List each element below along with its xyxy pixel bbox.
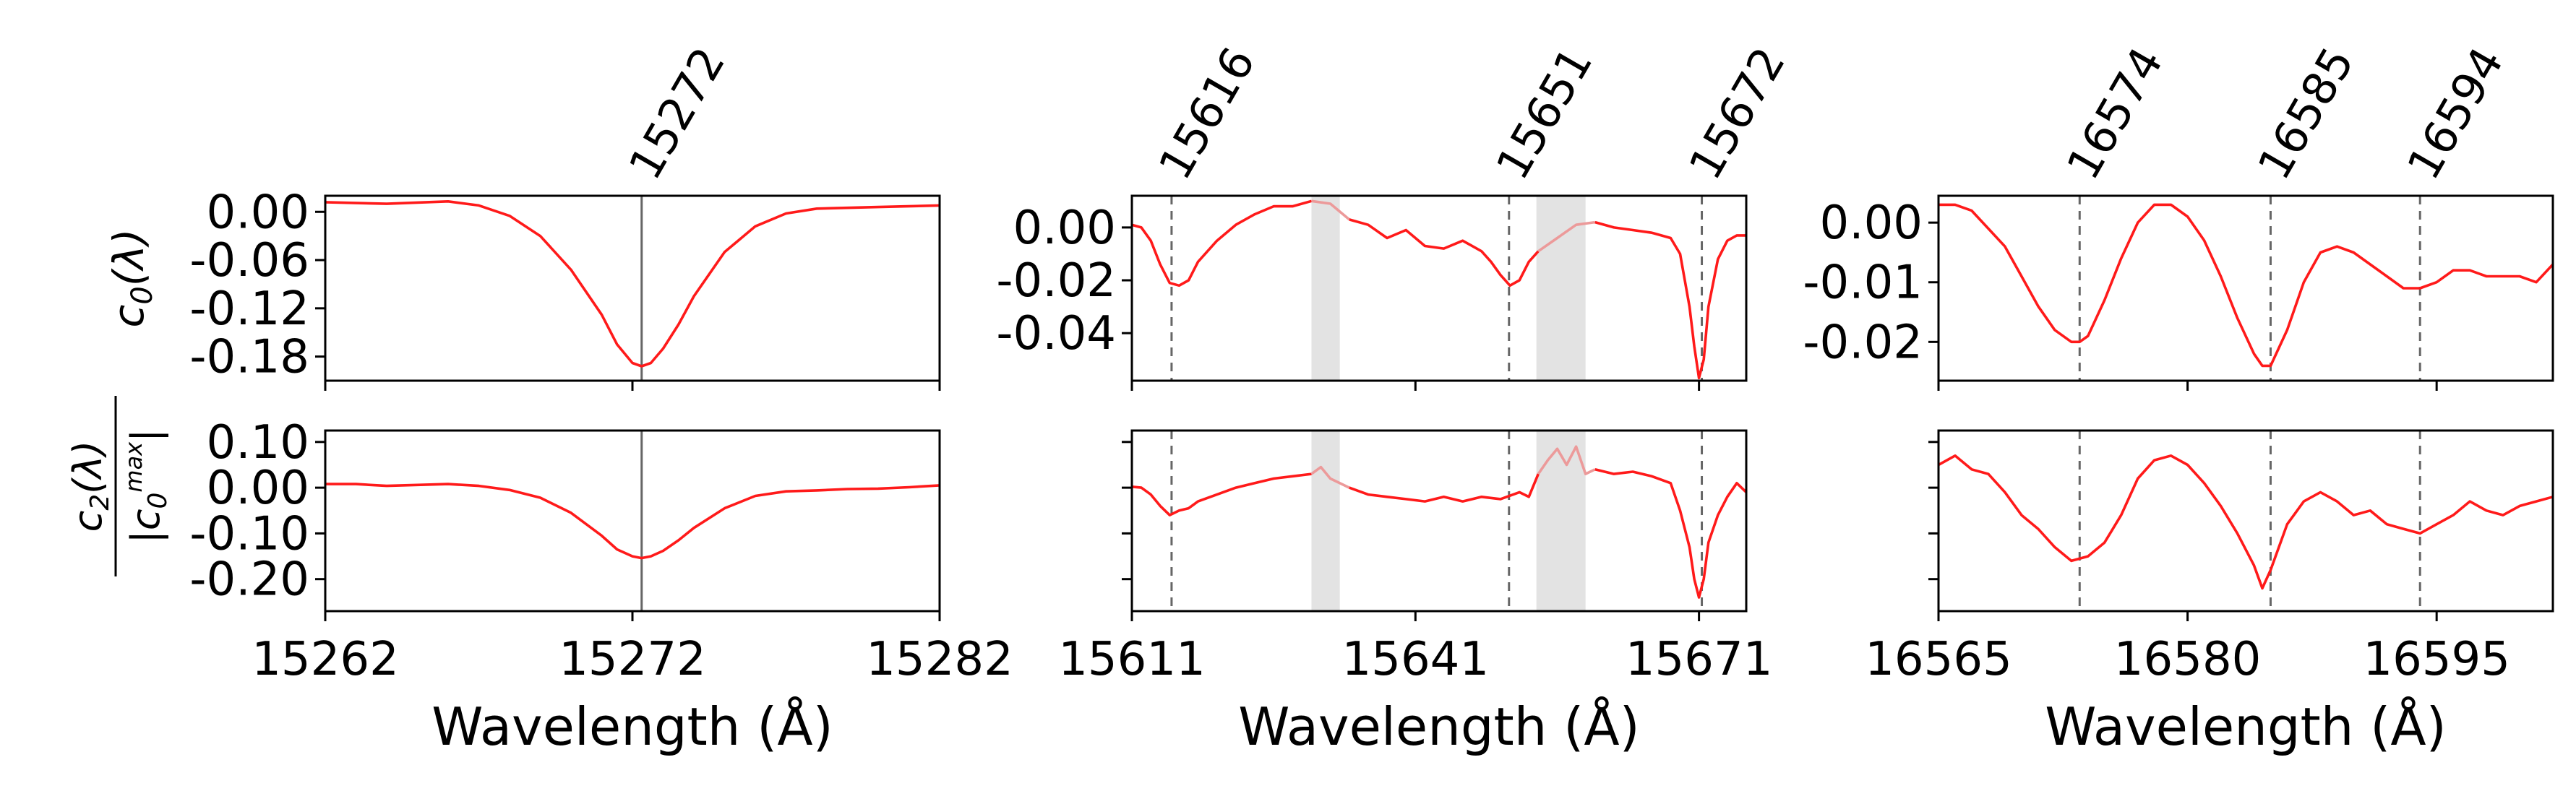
line-label: 16585: [2247, 38, 2364, 188]
axes-frame: [324, 429, 941, 613]
x-tick-label: 15272: [559, 633, 706, 686]
x-tick-label: 16595: [2363, 633, 2510, 686]
panel-c0-16565-16602: 16574 16585 16594 0.00 -0.01 -0.02: [1803, 38, 2554, 391]
x-tick-label: 15282: [866, 633, 1013, 686]
line-label: 16574: [2056, 38, 2173, 188]
y-tick-label: 0.00: [1013, 202, 1117, 255]
series-line-c2: [1132, 472, 1312, 516]
x-tick-label: 16565: [1865, 633, 2012, 686]
masked-region: [1536, 196, 1586, 381]
y-tick-label: -0.02: [996, 254, 1116, 308]
series-line-c0: [1311, 199, 1350, 221]
y-tick-label: -0.18: [189, 331, 309, 384]
y-tick-label: -0.10: [189, 507, 309, 561]
series-line-c2: [325, 483, 940, 560]
masked-region: [1311, 431, 1340, 611]
series-line-c2: [1310, 465, 1350, 489]
series-line-c0: [1939, 203, 2553, 368]
x-tick-label: 16580: [2114, 633, 2262, 686]
panel-c0-15611-15676: 15616 15651 15672 0.00-0.02-0.04: [996, 38, 1795, 391]
x-axis-label: Wavelength (Å): [1238, 696, 1639, 757]
y-tick-label: -0.06: [189, 234, 309, 288]
masked-region: [1311, 196, 1340, 381]
series-line-c0: [1349, 218, 1540, 288]
series-line-c0: [325, 199, 940, 368]
panel-c2-16565-16602: 16565 16580 16595 Wavelength (Å): [1865, 429, 2554, 757]
x-tick-label: 15641: [1342, 633, 1490, 686]
series-line-c0: [1594, 220, 1746, 380]
series-line-c0: [1132, 199, 1312, 288]
x-axis-label: Wavelength (Å): [432, 696, 833, 757]
bottom-ylabel: c2(λ) |c0max|: [65, 396, 173, 576]
x-axis-label: Wavelength (Å): [2045, 696, 2446, 757]
y-tick-label: -0.20: [189, 553, 309, 607]
svg-text:|c0max|: |c0max|: [120, 429, 173, 544]
y-tick-label: 0.00: [207, 462, 310, 515]
line-label: 15672: [1678, 38, 1795, 188]
svg-text:c2(λ): c2(λ): [65, 441, 115, 532]
y-tick-label: -0.01: [1803, 256, 1923, 310]
axes-frame: [1130, 194, 1748, 382]
panel-c2-15272: 15262 15272 15282 0.100.00-0.10-0.20 Wavelen…: [189, 416, 1013, 757]
x-tick-label: 15611: [1058, 633, 1206, 686]
series-line-c2: [1939, 454, 2553, 590]
y-tick-label: 0.00: [1820, 196, 1923, 250]
line-label: 15651: [1486, 38, 1603, 188]
y-tick-label: -0.02: [1803, 316, 1923, 369]
masked-region: [1536, 431, 1586, 611]
panel-c2-15611-15676: 15611 15641 15671 Wavelength (Å): [1058, 429, 1773, 757]
y-tick-label: 0.10: [207, 416, 310, 470]
series-line-c2: [1594, 468, 1746, 599]
y-tick-label: 0.00: [207, 186, 310, 239]
axes-frame: [1130, 429, 1748, 613]
axes-frame: [1937, 429, 2554, 613]
panel-c0-15272: 15272 0.00-0.06-0.12-0.18: [189, 38, 941, 391]
x-tick-label: 15671: [1626, 633, 1773, 686]
y-tick-label: -0.12: [189, 282, 309, 336]
line-label: 15616: [1149, 38, 1266, 188]
series-line-c2: [1537, 445, 1596, 475]
series-line-c0: [1537, 220, 1596, 253]
y-tick-label: -0.04: [996, 307, 1116, 360]
x-tick-label: 15262: [252, 633, 399, 686]
axes-frame: [324, 194, 941, 382]
axes-frame: [1937, 194, 2554, 382]
line-label: 16594: [2397, 38, 2514, 188]
line-label: 15272: [619, 38, 736, 188]
series-line-c2: [1349, 473, 1540, 503]
top-ylabel: c0(λ): [104, 229, 159, 328]
